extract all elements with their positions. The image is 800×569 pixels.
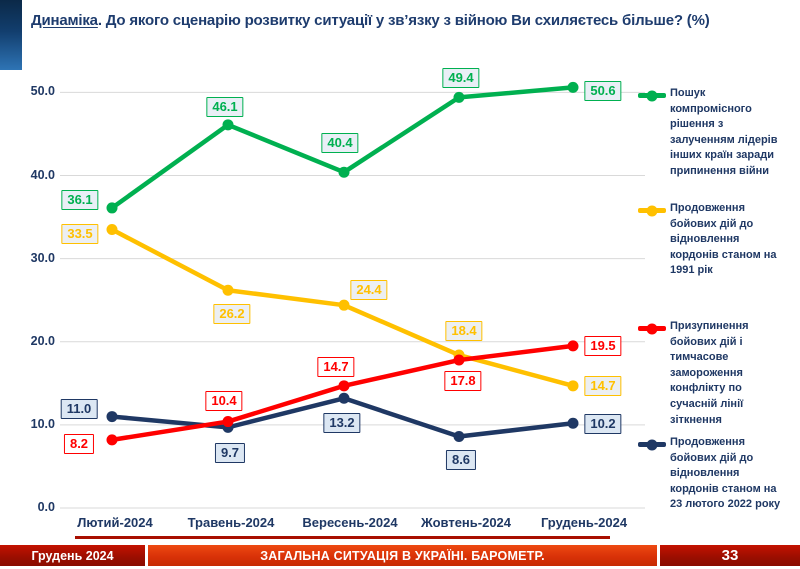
point-green-compromise: [453, 91, 465, 103]
footer-page-number: 33: [660, 545, 800, 566]
title-accent-bar: [0, 0, 22, 70]
page-title: Динаміка. До якого сценарію розвитку сит…: [31, 11, 781, 30]
footer-title: ЗАГАЛЬНА СИТУАЦІЯ В УКРАЇНІ. БАРОМЕТР.: [148, 545, 657, 566]
footer-divider: [657, 545, 660, 566]
point-navy-borders-2022: [567, 417, 579, 429]
point-navy-borders-2022: [338, 392, 350, 404]
point-red-freeze-conflict: [567, 340, 579, 352]
footer-accent-line: [75, 536, 610, 539]
point-navy-borders-2022: [453, 431, 465, 443]
footer-date: Грудень 2024: [0, 545, 145, 566]
footer-bar: Грудень 2024 ЗАГАЛЬНА СИТУАЦІЯ В УКРАЇНІ…: [0, 545, 800, 566]
point-navy-borders-2022: [106, 411, 118, 423]
point-red-freeze-conflict: [453, 354, 465, 366]
point-yellow-borders-1991: [222, 284, 234, 296]
footer-divider: [145, 545, 148, 566]
line-green-compromise: [109, 85, 576, 211]
line-red-freeze-conflict: [109, 343, 576, 443]
point-yellow-borders-1991: [338, 299, 350, 311]
point-red-freeze-conflict: [222, 416, 234, 428]
title-lead: Динаміка: [31, 12, 98, 29]
point-yellow-borders-1991: [567, 380, 579, 392]
point-green-compromise: [338, 166, 350, 178]
point-red-freeze-conflict: [338, 380, 350, 392]
point-green-compromise: [567, 81, 579, 93]
title-rest: . До якого сценарію розвитку ситуації у …: [97, 12, 710, 29]
point-green-compromise: [222, 119, 234, 131]
point-green-compromise: [106, 202, 118, 214]
point-yellow-borders-1991: [106, 224, 118, 236]
point-red-freeze-conflict: [106, 434, 118, 446]
